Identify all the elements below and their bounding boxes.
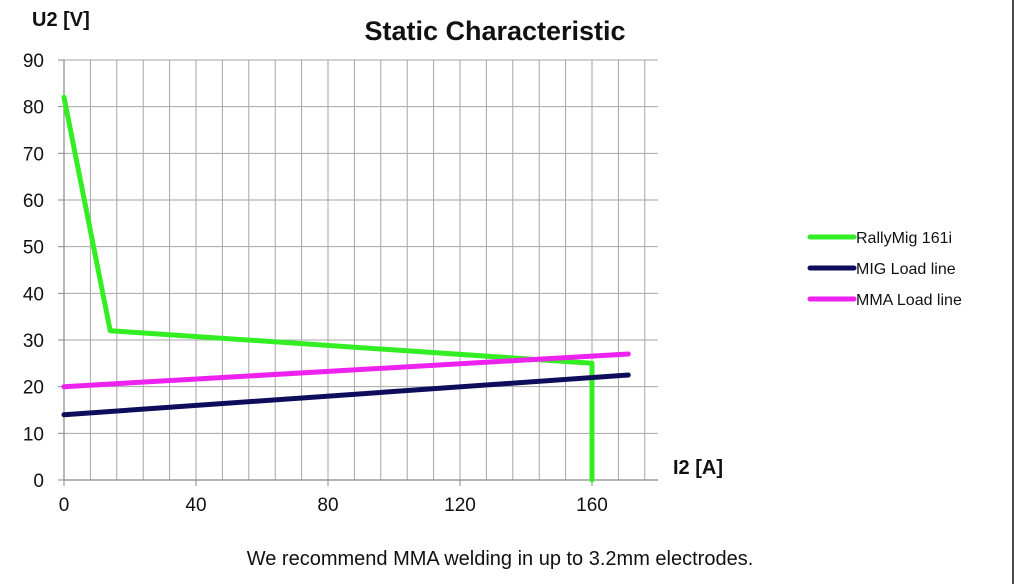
chart-axes <box>58 59 658 486</box>
chart-series <box>61 94 631 483</box>
y-tick-label: 80 <box>23 98 44 119</box>
y-tick-label: 10 <box>23 424 44 445</box>
legend-label: MMA Load line <box>856 292 962 309</box>
y-axis-title: U2 [V] <box>32 9 90 31</box>
x-tick-label: 80 <box>317 495 338 516</box>
y-tick-label: 0 <box>33 471 44 492</box>
static-characteristic-chart: 0 10 20 30 40 50 60 70 80 90 0 40 80 120 160 RallyMig … <box>23 9 962 516</box>
window-right-border <box>1012 0 1017 584</box>
x-axis-title: I2 [A] <box>673 457 723 479</box>
y-tick-label: 70 <box>23 144 44 165</box>
y-tick-label: 40 <box>23 284 44 305</box>
legend-label: MIG Load line <box>856 261 956 278</box>
x-tick-label: 40 <box>185 495 206 516</box>
y-tick-label: 20 <box>23 378 44 399</box>
chart-title: Static Characteristic <box>364 16 625 46</box>
chart-tick-labels: 0 10 20 30 40 50 60 70 80 90 0 40 80 120 160 <box>23 51 608 516</box>
recommendation-note: We recommend MMA welding in up to 3.2mm … <box>246 548 754 570</box>
legend-label: RallyMig 161i <box>856 230 952 247</box>
chart-grid <box>63 59 658 481</box>
x-tick-label: 120 <box>444 495 476 516</box>
x-tick-label: 0 <box>59 495 70 516</box>
y-tick-label: 30 <box>23 331 44 352</box>
y-tick-label: 50 <box>23 238 44 259</box>
x-tick-label: 160 <box>576 495 608 516</box>
chart-legend: RallyMig 161i MIG Load line MMA Load line <box>807 230 962 309</box>
series-line-mig-load-line <box>61 372 631 418</box>
y-tick-label: 90 <box>23 51 44 72</box>
y-tick-label: 60 <box>23 191 44 212</box>
series-line-mma-load-line <box>61 351 631 390</box>
series-line-rallymig-161i <box>61 94 595 483</box>
